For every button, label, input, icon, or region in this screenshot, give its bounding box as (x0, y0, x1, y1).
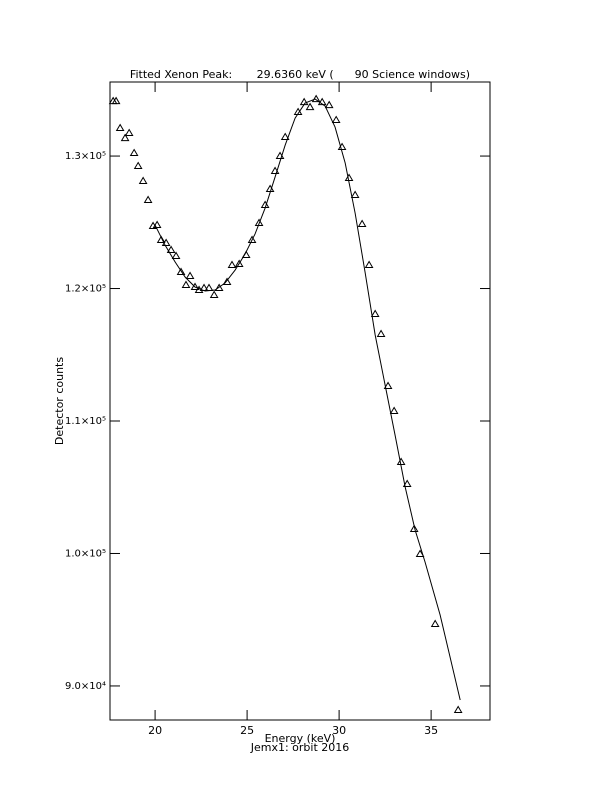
data-point (209, 290, 219, 299)
data-point (181, 280, 191, 289)
x-tick-label: 35 (424, 724, 438, 737)
data-point (138, 176, 148, 185)
data-point (176, 267, 186, 276)
data-point (409, 524, 419, 532)
data-point (453, 705, 463, 713)
data-point (331, 115, 341, 124)
data-point (364, 260, 374, 269)
data-point (415, 549, 425, 557)
data-point (376, 329, 386, 338)
data-point (115, 123, 125, 132)
x-tick-label: 25 (240, 724, 254, 737)
data-point (383, 381, 393, 390)
data-point (133, 161, 143, 170)
data-point (311, 94, 321, 103)
data-point (350, 190, 360, 199)
x-axis-label: Energy (keV) (265, 732, 336, 745)
data-point (402, 479, 412, 487)
data-point (152, 220, 162, 229)
data-point (389, 406, 399, 415)
data-point (214, 283, 224, 292)
data-point (190, 282, 200, 291)
data-point (185, 271, 195, 280)
x-tick-label: 30 (332, 724, 346, 737)
data-point (129, 148, 139, 157)
data-point (305, 102, 315, 111)
data-point (370, 309, 380, 318)
data-point (111, 96, 121, 105)
data-point (254, 218, 264, 227)
data-point (161, 238, 171, 247)
y-tick-label: 1.2×10⁵ (65, 284, 106, 295)
fit-line (154, 98, 461, 701)
y-tick-label: 1.1×10⁵ (65, 416, 106, 427)
data-point (222, 277, 232, 286)
data-point (247, 235, 257, 244)
data-point (166, 245, 176, 254)
data-point (171, 251, 181, 260)
plot-frame (109, 81, 491, 721)
data-point (143, 195, 153, 204)
y-tick-label: 1.0×10⁵ (65, 548, 106, 559)
data-point (280, 132, 290, 141)
data-point (227, 260, 237, 269)
data-point (430, 619, 440, 627)
chart-title: Fitted Xenon Peak: 29.6360 keV ( 90 Scie… (130, 68, 470, 81)
data-point (156, 235, 166, 244)
data-point (234, 259, 244, 268)
y-axis-label: Detector counts (53, 357, 66, 445)
data-point (324, 100, 334, 109)
data-point (357, 219, 367, 228)
y-tick-label: 1.3×10⁵ (65, 151, 106, 162)
data-point (124, 128, 134, 137)
data-point (120, 133, 130, 142)
subtitle: Jemx1: orbit 2016 (250, 741, 350, 754)
y-tick-label: 9.0×10⁴ (65, 681, 106, 692)
x-tick-label: 20 (148, 724, 162, 737)
